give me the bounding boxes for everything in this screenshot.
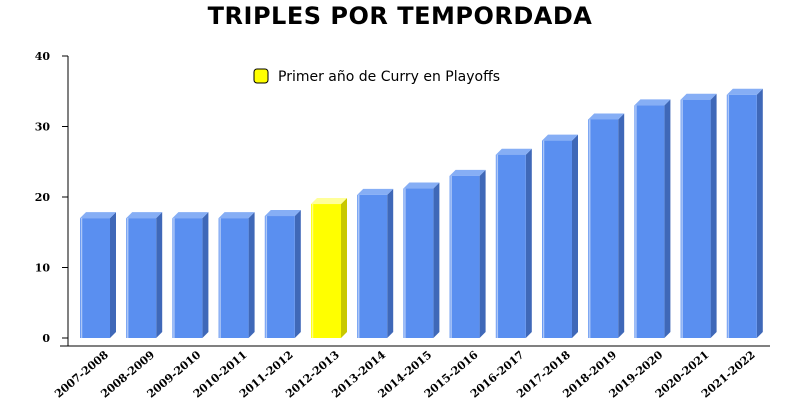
- bar-top: [588, 113, 625, 120]
- bar-face: [357, 194, 388, 338]
- bar-top: [218, 212, 255, 219]
- bar-top: [680, 93, 717, 100]
- bar-side: [710, 93, 717, 339]
- bar-side: [525, 148, 532, 338]
- bar-side: [110, 212, 116, 338]
- bar: [172, 212, 209, 338]
- bar-face: [126, 218, 157, 338]
- bar: [449, 169, 486, 338]
- chart-title: TRIPLES POR TEMPORDADA: [207, 2, 593, 30]
- bar: [495, 148, 532, 338]
- bar-side: [433, 182, 440, 338]
- bar-face: [680, 99, 711, 339]
- bar: [634, 99, 671, 338]
- bar-side: [294, 210, 301, 338]
- bar: [311, 198, 347, 338]
- bar-side: [387, 188, 394, 338]
- legend-label: Primer año de Curry en Playoffs: [278, 69, 500, 85]
- bar-side: [479, 169, 486, 338]
- bar-side: [202, 212, 209, 338]
- y-tick-label: 40: [35, 50, 51, 63]
- bar-side: [156, 212, 163, 338]
- bar-face: [588, 119, 619, 338]
- bar-face: [403, 188, 434, 338]
- bar-top: [495, 148, 532, 155]
- y-tick-label: 20: [35, 191, 51, 204]
- bar-face: [172, 218, 203, 338]
- bar-face: [634, 105, 665, 338]
- bar-top: [449, 169, 486, 176]
- bar-side: [618, 113, 625, 338]
- bar-side: [664, 99, 671, 338]
- bar-top: [264, 210, 301, 217]
- y-tick-label: 10: [35, 262, 51, 275]
- bar-face: [495, 154, 526, 338]
- y-axis: 0 10 20 30 40: [35, 50, 770, 347]
- bar: [680, 93, 717, 339]
- x-axis-labels: 2007-20082008-20092009-20102010-20112011…: [52, 348, 758, 400]
- bars-group: [80, 88, 763, 339]
- bar-face: [218, 218, 249, 338]
- bar-top: [403, 182, 440, 189]
- bar: [726, 88, 763, 339]
- bar-face: [449, 175, 480, 338]
- bar-face: [264, 216, 295, 338]
- bar-top: [311, 198, 347, 205]
- bar-top: [80, 212, 116, 219]
- bar-face: [311, 204, 341, 338]
- bar-side: [756, 88, 763, 339]
- y-tick-label: 30: [35, 121, 51, 134]
- bar-side: [572, 134, 578, 338]
- bar: [357, 188, 394, 338]
- bar-top: [634, 99, 671, 106]
- bar-face: [542, 140, 572, 338]
- bar-side: [248, 212, 255, 338]
- legend-swatch-highlight: [253, 68, 269, 84]
- bar-face: [726, 94, 757, 339]
- bar: [126, 212, 163, 338]
- bar-face: [80, 218, 110, 338]
- bar-side: [341, 198, 347, 338]
- bar: [588, 113, 625, 338]
- bar-top: [172, 212, 209, 219]
- y-tick-label: 0: [42, 332, 50, 345]
- bar-top: [357, 188, 394, 195]
- bar: [80, 212, 116, 338]
- bar: [542, 134, 578, 338]
- bar-top: [126, 212, 163, 219]
- bar: [218, 212, 255, 338]
- bar: [264, 210, 301, 338]
- bar-top: [726, 88, 763, 95]
- legend: Primer año de Curry en Playoffs: [253, 68, 500, 85]
- bar-top: [542, 134, 578, 141]
- bar: [403, 182, 440, 338]
